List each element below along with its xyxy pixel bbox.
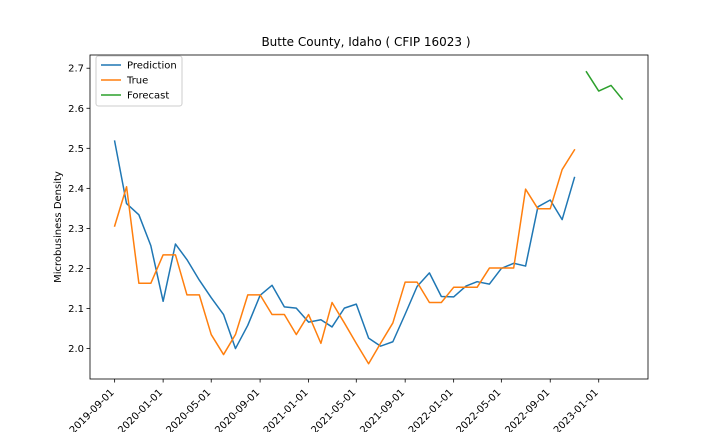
chart-title: Butte County, Idaho ( CFIP 16023 ): [261, 35, 470, 49]
axes-frame: [89, 54, 649, 380]
y-axis-ticks: 2.0 2.1 2.2 2.3 2.4 2.5 2.6 2.7: [68, 64, 90, 355]
series-line-prediction: [113, 140, 576, 350]
x-tick-label: 2022-01-01: [407, 387, 456, 432]
y-tick-label: 2.0: [68, 344, 84, 355]
legend-box: [95, 55, 183, 107]
plot-frame: [89, 54, 649, 380]
x-tick-label: 2020-09-01: [213, 387, 262, 432]
chart-legend: Prediction True Forecast: [95, 55, 183, 107]
x-tick-label: 2023-01-01: [552, 387, 601, 432]
x-tick-label: 2021-01-01: [262, 387, 311, 432]
series-lines: [113, 70, 624, 365]
series-line-true: [113, 148, 576, 365]
x-tick-label: 2021-05-01: [310, 387, 359, 432]
legend-label: Prediction: [127, 61, 177, 72]
y-axis-label: Microbusiness Density: [53, 171, 64, 283]
legend-label: Forecast: [127, 91, 169, 102]
x-tick-label: 2022-09-01: [503, 387, 552, 432]
x-tick-label: 2020-05-01: [164, 387, 213, 432]
y-tick-label: 2.7: [68, 64, 84, 75]
y-tick-label: 2.2: [68, 264, 84, 275]
x-tick-label: 2019-09-01: [68, 387, 117, 432]
series-line-forecast: [585, 70, 624, 101]
x-tick-label: 2021-09-01: [358, 387, 407, 432]
y-tick-label: 2.3: [68, 224, 84, 235]
x-tick-label: 2020-01-01: [116, 387, 165, 432]
y-tick-label: 2.6: [68, 104, 84, 115]
y-tick-label: 2.5: [68, 144, 84, 155]
x-tick-label: 2022-05-01: [455, 387, 504, 432]
legend-label: True: [126, 76, 148, 87]
y-tick-label: 2.1: [68, 304, 84, 315]
x-axis-ticks: 2019-09-01 2020-01-01 2020-05-01 2020-09-01…: [68, 379, 601, 432]
y-tick-label: 2.4: [68, 184, 84, 195]
